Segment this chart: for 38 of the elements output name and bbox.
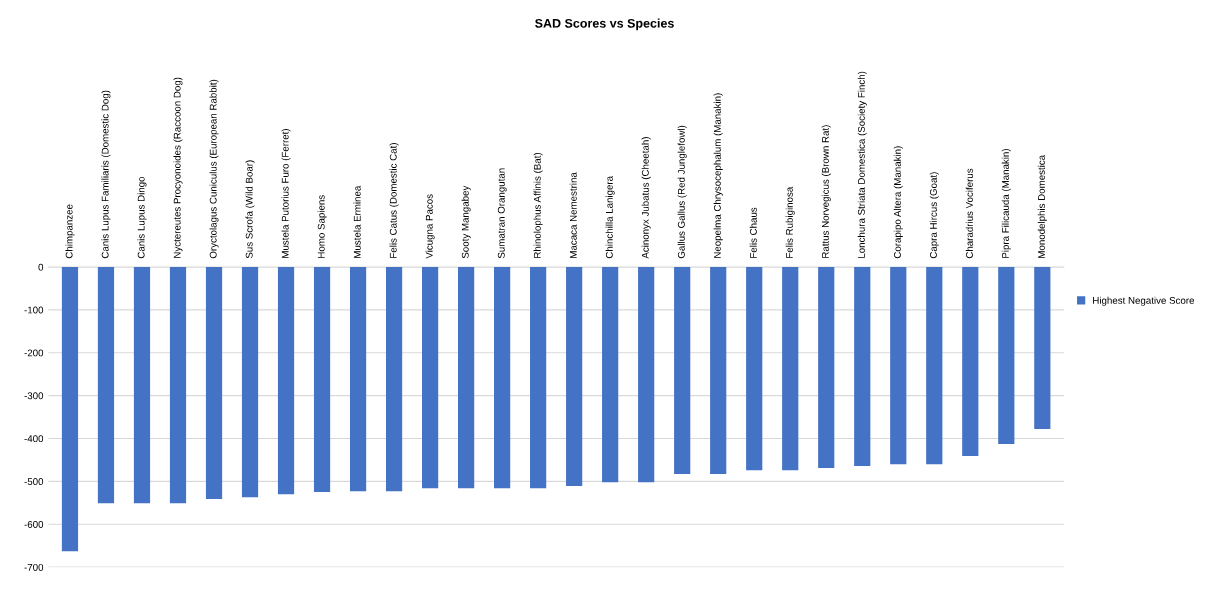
y-tick-label: -600: [24, 521, 44, 528]
y-tick-label: 0: [38, 263, 44, 271]
x-tick-label: Rhinolophus Affinis (Bat): [533, 152, 543, 258]
x-tick-label: Canis Lupus Dingo: [137, 176, 147, 259]
x-tick-label: Pipra Filicauda (Manakin): [1001, 149, 1011, 258]
y-tick-label: -300: [24, 392, 44, 400]
y-tick-label: -100: [24, 306, 44, 314]
x-tick-label: Homo Sapiens: [317, 195, 327, 258]
x-tick-label: Felis Rubiginosa: [785, 186, 795, 258]
x-tick-label: Gallus Gallus (Red Junglefowl): [677, 125, 687, 259]
y-tick-label: -700: [24, 563, 44, 571]
x-tick-label: Felis Catus (Domestic Cat): [389, 143, 399, 258]
legend-label: Highest Negative Score: [1093, 296, 1195, 306]
x-tick-label: Chimpanzee: [65, 204, 75, 259]
x-tick-label: Corapipo Altera (Manakin): [893, 146, 903, 259]
x-tick-label: Vicugna Pacos: [425, 194, 435, 259]
x-tick-label: Monodelphis Domestica: [1037, 154, 1047, 258]
chart-title: SAD Scores vs Species: [535, 18, 674, 31]
x-tick-label: Oryctolagus Cuniculus (European Rabbit): [209, 79, 219, 259]
x-tick-label: Sus Scrofa (Wild Boar): [245, 160, 255, 259]
x-tick-label: Sumatran Orangutan: [497, 168, 507, 259]
x-tick-label: Mustela Erminea: [353, 185, 361, 258]
x-tick-label: Capra Hircus (Goat): [929, 172, 939, 259]
x-tick-label: Mustela Putorius Furo (Ferret): [281, 129, 291, 258]
x-tick-label: Rattus Norvegicus (Brown Rat): [821, 125, 831, 258]
x-tick-label: Macaca Nemestrina: [569, 172, 577, 258]
x-tick-label: Acinonyx Jubatus (Cheetah): [641, 137, 651, 259]
y-tick-label: -200: [24, 349, 44, 357]
x-tick-label: Nyctereutes Procyonoides (Raccoon Dog): [173, 77, 183, 258]
x-tick-label: Sooty Mangabey: [461, 185, 471, 259]
x-tick-label: Neopelma Chrysocephalum (Manakin): [713, 93, 723, 258]
y-tick-label: -400: [24, 435, 44, 443]
x-tick-label: Felis Chaus: [749, 207, 757, 258]
x-tick-label: Lonchura Striata Domestica (Society Finch): [857, 71, 867, 258]
x-tick-label: Chinchilla Lanigera: [605, 175, 615, 259]
y-tick-label: -500: [24, 478, 44, 486]
x-tick-label: Charadrius Vociferus: [965, 168, 973, 259]
x-tick-label: Canis Lupus Familiaris (Domestic Dog): [101, 90, 111, 259]
